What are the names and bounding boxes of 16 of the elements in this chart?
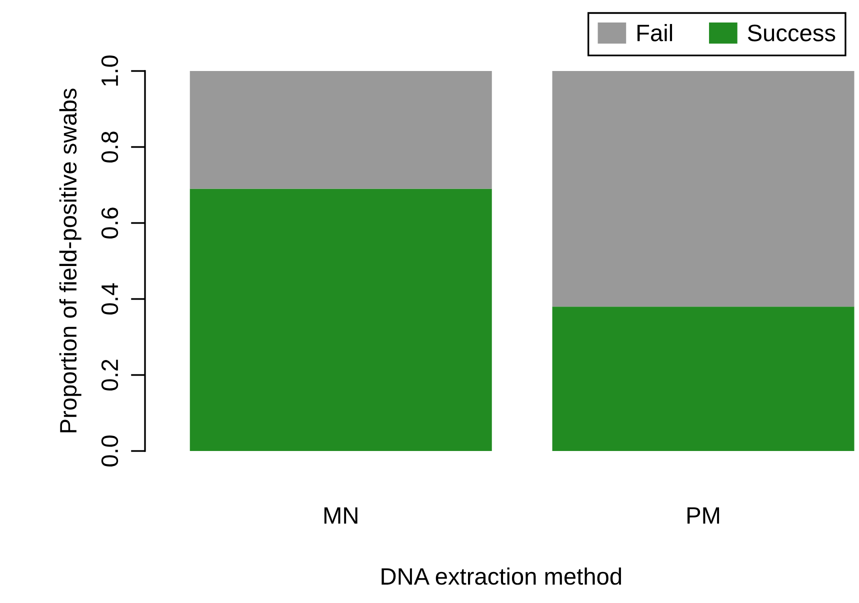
bar	[190, 71, 492, 189]
legend-label: Success	[748, 24, 836, 42]
x-axis-title: DNA extraction method	[382, 567, 622, 585]
y-tick-label: 0.4	[101, 283, 118, 314]
y-tick-label: 0.6	[101, 208, 118, 238]
bar	[190, 188, 492, 451]
bar	[552, 71, 854, 307]
x-tick-label: PM	[687, 507, 720, 524]
y-axis-title: Proportion of field-positive swabs	[59, 88, 82, 432]
y-tick-label: 0.8	[101, 132, 118, 162]
y-tick-label: 0.2	[101, 360, 118, 390]
y-tick-label: 1.0	[101, 56, 118, 86]
y-tick-label: 0.0	[101, 436, 118, 466]
x-tick-label: MN	[324, 507, 358, 524]
bar	[552, 306, 854, 451]
legend-label: Fail	[638, 24, 672, 42]
